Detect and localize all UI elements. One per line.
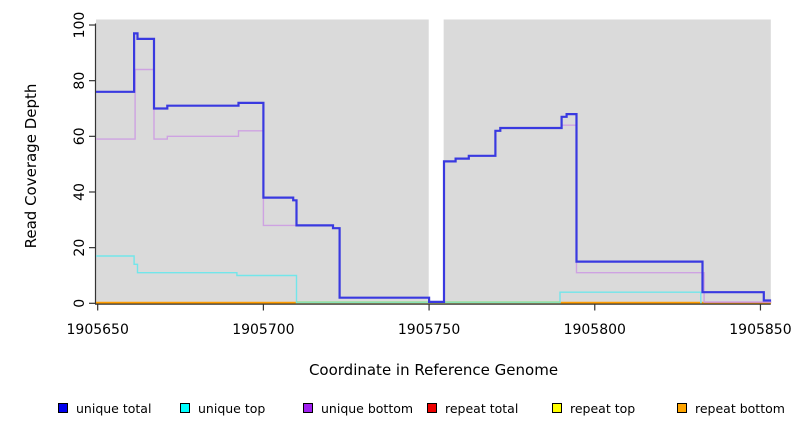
legend-swatch-repeat-bottom <box>677 403 687 413</box>
legend-label: unique bottom <box>321 400 414 416</box>
legend-label: repeat bottom <box>695 400 785 416</box>
y-axis-title: Read Coverage Depth <box>22 83 40 249</box>
x-tick-label: 1905750 <box>398 322 460 338</box>
masked-gap-region <box>428 19 444 304</box>
x-axis-title: Coordinate in Reference Genome <box>308 361 559 379</box>
legend-item-repeat-bottom: repeat bottom <box>677 400 785 416</box>
legend-item-unique-total: unique total <box>58 400 151 416</box>
legend-item-repeat-total: repeat total <box>427 400 518 416</box>
y-tick-label: 0 <box>72 299 88 308</box>
legend-label: repeat top <box>570 400 636 416</box>
legend-label: unique top <box>198 400 266 416</box>
series-unique-total-line <box>96 32 772 303</box>
y-tick-label: 80 <box>72 72 88 90</box>
legend-swatch-unique-top <box>180 403 190 413</box>
legend-swatch-repeat-total <box>427 403 437 413</box>
legend-item-repeat-top: repeat top <box>552 400 635 416</box>
x-tick-label: 1905850 <box>729 322 791 338</box>
y-tick-label: 20 <box>72 239 88 257</box>
series-unique-top-line <box>96 255 702 304</box>
legend-item-unique-bottom: unique bottom <box>303 400 413 416</box>
legend-item-unique-top: unique top <box>180 400 265 416</box>
legend-swatch-unique-bottom <box>303 403 313 413</box>
legend-swatch-repeat-top <box>552 403 562 413</box>
y-tick-label: 60 <box>72 127 88 145</box>
x-tick-label: 1905700 <box>232 322 294 338</box>
legend-swatch-unique-total <box>58 403 68 413</box>
legend-label: unique total <box>76 400 152 416</box>
x-tick-label: 1905800 <box>564 322 626 338</box>
legend-label: repeat total <box>445 400 519 416</box>
x-tick-label: 1905650 <box>67 322 129 338</box>
y-tick-label: 40 <box>72 183 88 201</box>
y-tick-label: 100 <box>72 12 88 39</box>
